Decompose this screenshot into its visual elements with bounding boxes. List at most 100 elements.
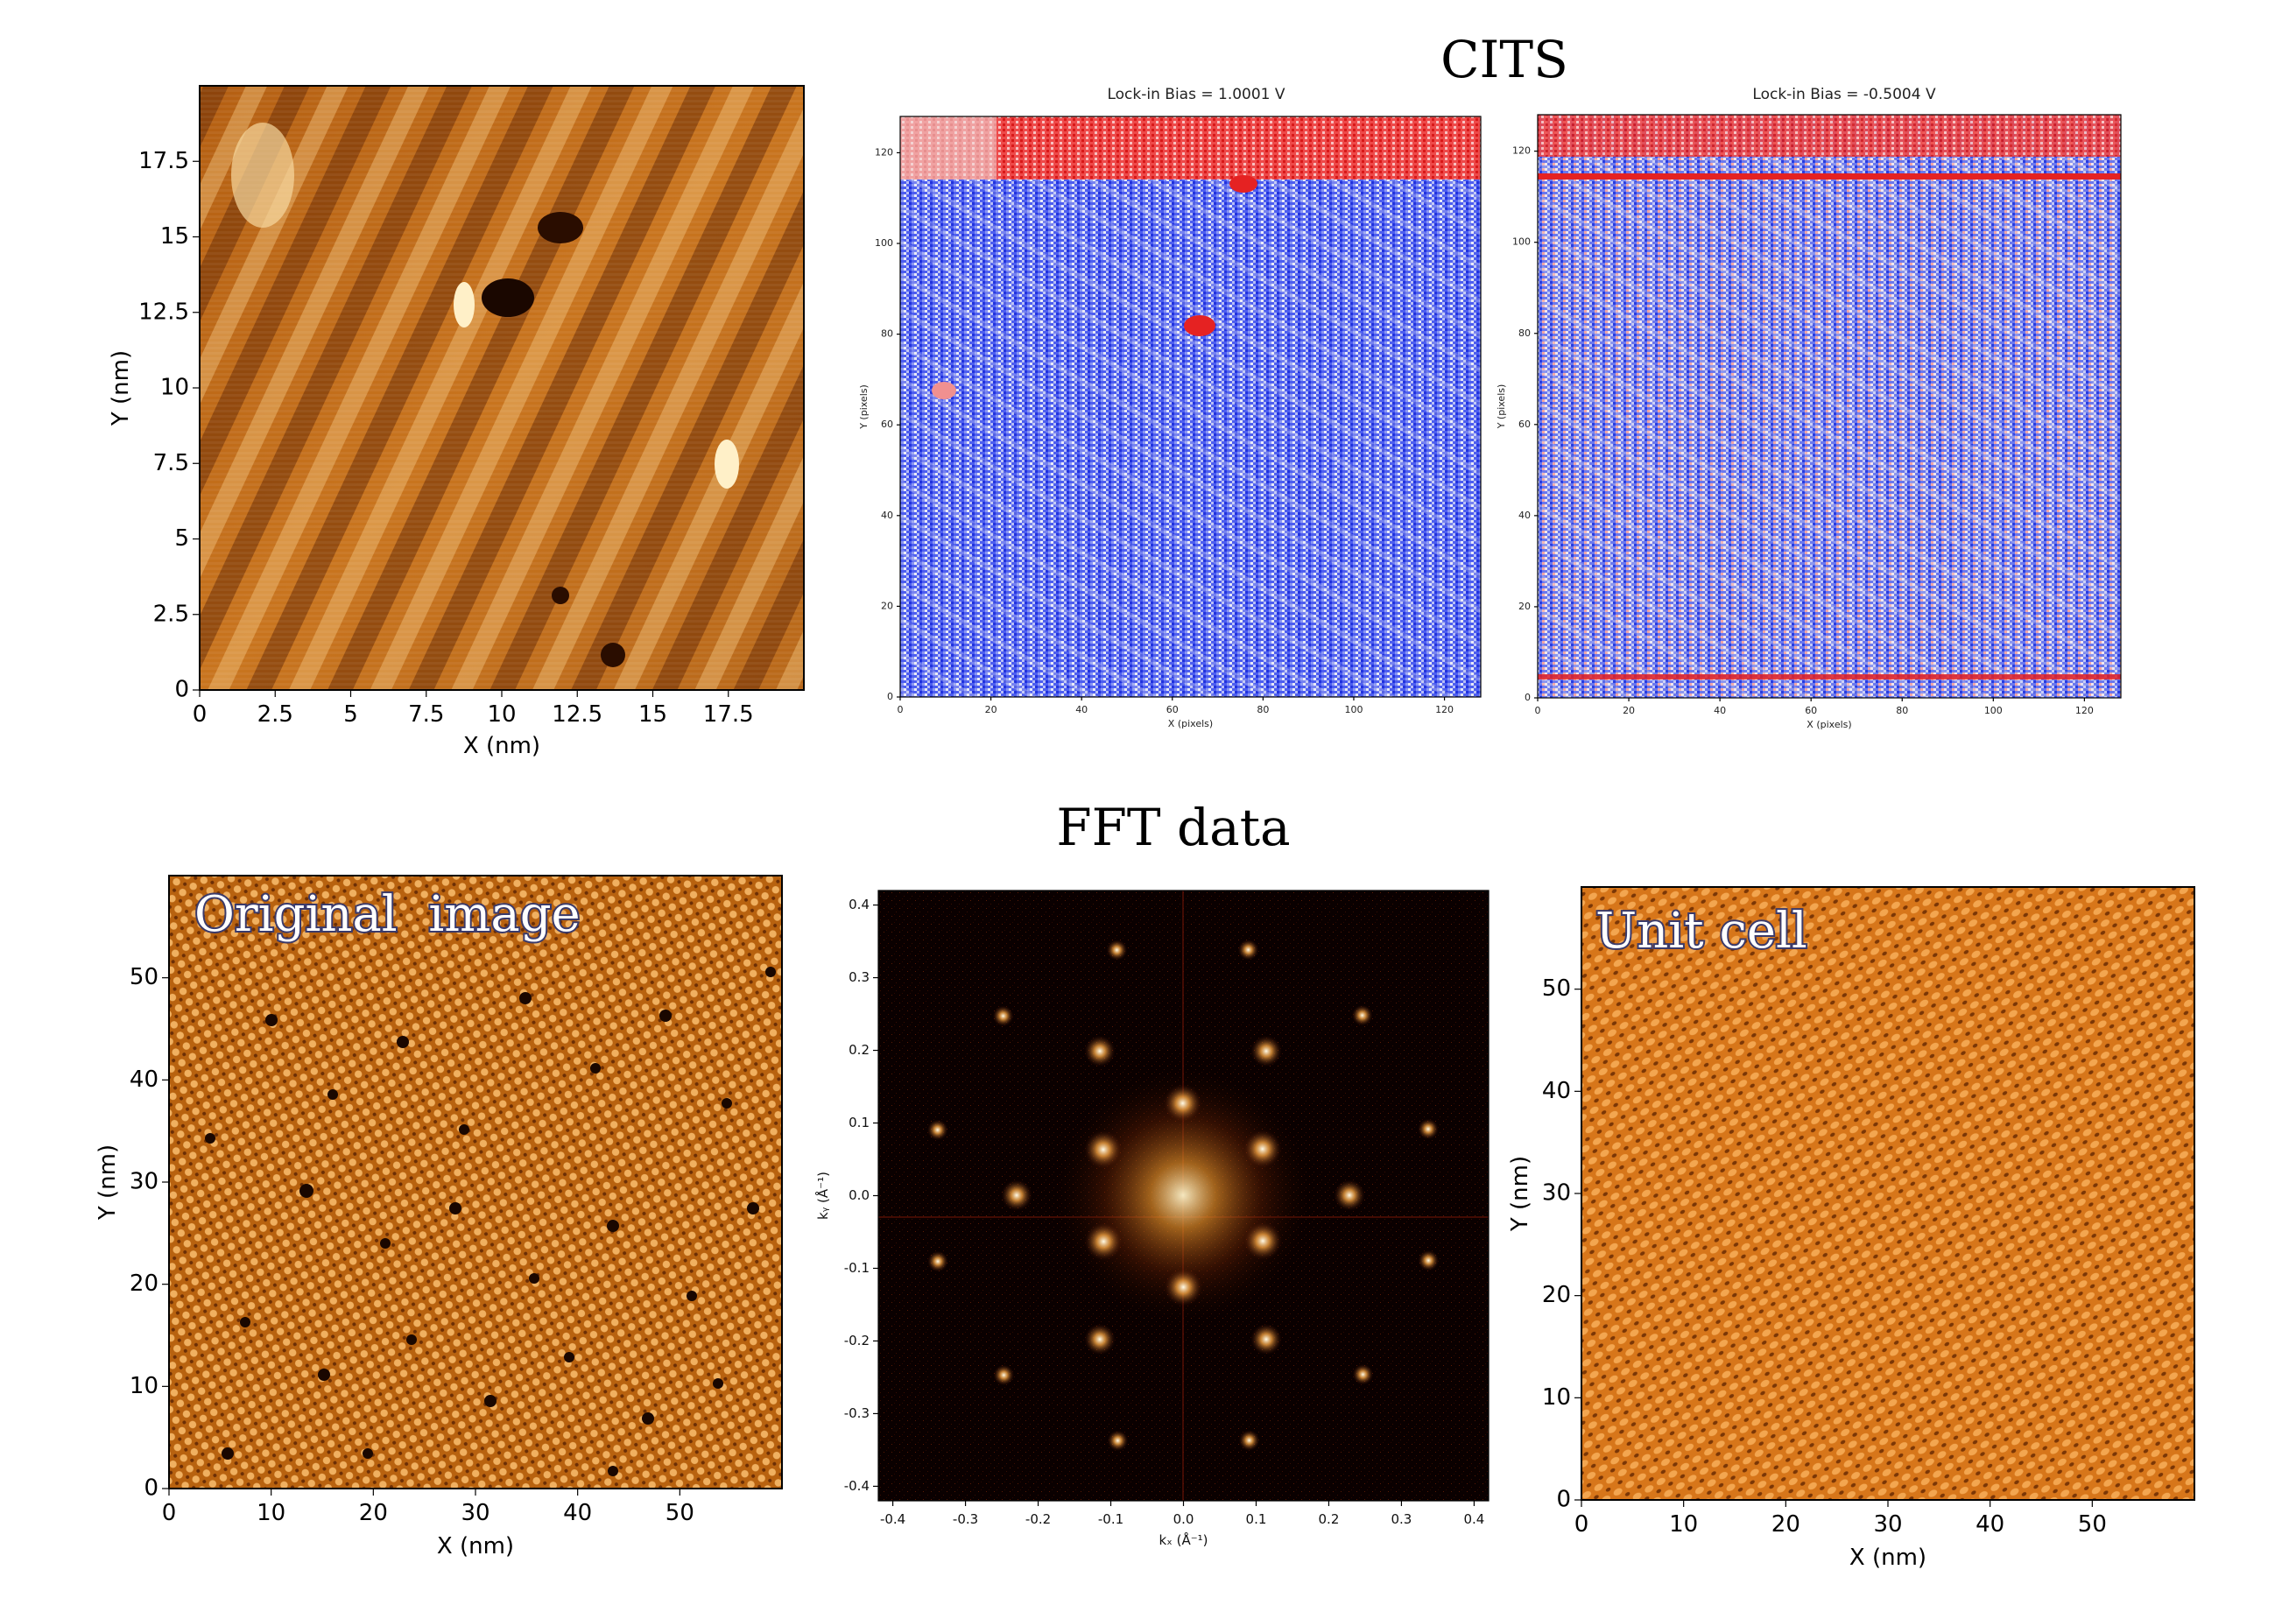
y-axis-label: Y (nm) <box>1507 1156 1533 1232</box>
y-tick-label: 15 <box>160 223 189 250</box>
fft-bragg-spot <box>1083 1130 1123 1169</box>
defect-dark <box>538 212 583 243</box>
y-tick-label: 12.5 <box>138 299 189 325</box>
original-image-label: Original image <box>194 886 581 943</box>
x-tick-label: 80 <box>1896 705 1908 716</box>
y-tick-label: 17.5 <box>138 148 189 174</box>
topography-defects <box>231 123 739 667</box>
cits-negative-diagonals <box>1538 115 2121 698</box>
x-tick-label: 2.5 <box>257 701 293 728</box>
y-tick-label: -0.3 <box>844 1405 870 1421</box>
x-tick-label: 0.1 <box>1246 1511 1267 1527</box>
x-tick-label: 60 <box>1166 704 1179 715</box>
x-axis-label: X (nm) <box>437 1533 514 1559</box>
y-tick-label: 40 <box>1518 510 1531 521</box>
fft-bragg-spot <box>993 1364 1015 1386</box>
y-tick-label: 5 <box>174 525 189 552</box>
x-tick-label: 10 <box>1669 1511 1698 1538</box>
cits-negative-red-line-bottom <box>1538 674 2121 679</box>
cits-section-title: CITS <box>1440 30 1568 89</box>
y-tick-label: 10 <box>160 375 189 401</box>
original-image-axes: 0 10 20 30 40 50 0 10 20 30 40 50 X (nm) Y (nm) <box>95 964 694 1559</box>
cits-positive-frame <box>899 116 1482 698</box>
y-tick-label: -0.1 <box>844 1260 870 1276</box>
cits-positive-red-band <box>900 116 1481 180</box>
x-tick-label: 17.5 <box>703 701 754 728</box>
y-tick-label: 20 <box>881 600 893 611</box>
cits-positive-panel: Lock-in Bias = 1.0001 V 0 20 40 60 80 100 1200… <box>858 86 1482 729</box>
fft-bragg-spot <box>1084 1221 1123 1261</box>
x-tick-label: 12.5 <box>552 701 602 728</box>
x-tick-label: 7.5 <box>408 701 444 728</box>
y-tick-label: 0 <box>1556 1487 1571 1513</box>
y-tick-label: 0 <box>144 1475 158 1502</box>
y-tick-label: 20 <box>1518 601 1531 612</box>
y-tick-label: 40 <box>1542 1078 1571 1104</box>
topography-scanlines <box>200 86 804 690</box>
x-tick-label: -0.1 <box>1098 1511 1123 1527</box>
y-tick-label: 7.5 <box>153 450 189 476</box>
unit-cell-lattice <box>1581 887 2194 1500</box>
x-tick-label: 30 <box>461 1500 489 1526</box>
topography-axes: 0 2.5 5 7.5 10 12.5 15 17.5 0 2.5 5 7.5 10 12.5 15 17.5… <box>108 148 754 759</box>
y-tick-label: 0 <box>887 691 893 702</box>
cits-positive-diagonals <box>900 116 1481 697</box>
x-tick-label: 40 <box>1075 704 1088 715</box>
y-axis-label: Y (nm) <box>108 350 134 426</box>
unit-cell-panel: Unit cell 0 10 20 30 40 50 0 10 20 30 40 50 X (nm) Y … <box>1507 886 2195 1571</box>
y-tick-label: 80 <box>1518 327 1531 339</box>
x-tick-label: -0.4 <box>880 1511 905 1527</box>
y-tick-label: 60 <box>881 419 893 430</box>
y-tick-label: 10 <box>130 1373 158 1399</box>
y-tick-label: 0 <box>1525 692 1531 703</box>
fft-bragg-spot <box>1107 1430 1129 1452</box>
x-tick-label: 20 <box>359 1500 388 1526</box>
x-tick-label: 0 <box>1574 1511 1589 1538</box>
x-tick-label: 0 <box>898 704 904 715</box>
fft-bragg-spot <box>992 1005 1014 1027</box>
y-tick-label: 0.2 <box>849 1042 870 1058</box>
y-tick-label: 10 <box>1542 1384 1571 1411</box>
cits-positive-red-spot <box>932 382 956 399</box>
fft-bragg-spot <box>1351 1004 1373 1026</box>
cits-negative-axes: 0 20 40 60 80 100 120 0 20 40 60 80 100 120 X (pixels)… <box>1496 145 2094 730</box>
x-tick-label: 40 <box>1714 705 1726 716</box>
x-axis-label: kₓ (Å⁻¹) <box>1159 1531 1208 1548</box>
fft-bragg-spot <box>1417 1118 1439 1140</box>
x-axis-label: X (nm) <box>463 733 540 759</box>
y-tick-label: 100 <box>875 237 893 249</box>
original-image-lattice <box>169 876 782 1489</box>
fft-central-glow <box>1052 1064 1314 1327</box>
cits-negative-red-band <box>1538 115 2121 157</box>
fft-bragg-spot <box>1243 1130 1282 1169</box>
y-tick-label: 0.4 <box>849 897 870 912</box>
y-tick-label: 60 <box>1518 419 1531 430</box>
defect-dark <box>482 278 534 317</box>
y-tick-label: -0.2 <box>844 1333 870 1348</box>
cits-positive-red-spot <box>1184 315 1215 336</box>
x-tick-label: 80 <box>1257 704 1269 715</box>
x-tick-label: 50 <box>666 1500 694 1526</box>
x-tick-label: 0 <box>193 701 208 728</box>
cits-negative-panel: Lock-in Bias = -0.5004 V 0 20 40 60 80 100 120… <box>1496 86 2122 730</box>
y-axis-label: Y (pixels) <box>1496 384 1507 430</box>
x-tick-label: 0 <box>1535 705 1541 716</box>
y-tick-label: 120 <box>1512 145 1531 157</box>
y-axis-label: Y (nm) <box>95 1144 121 1221</box>
fft-bragg-spot <box>1243 1221 1283 1261</box>
y-tick-label: 0.3 <box>849 969 870 985</box>
y-tick-label: 0.0 <box>849 1187 870 1203</box>
cits-positive-red-spot <box>1229 175 1257 193</box>
unit-cell-axes: 0 10 20 30 40 50 0 10 20 30 40 50 X (nm) Y (nm) <box>1507 975 2107 1571</box>
defect-bright <box>715 440 739 489</box>
y-tick-label: 20 <box>130 1271 158 1297</box>
x-tick-label: -0.2 <box>1025 1511 1051 1527</box>
x-tick-label: 0 <box>162 1500 177 1526</box>
cits-positive-red-band-left <box>900 116 997 180</box>
y-tick-label: 50 <box>1542 975 1571 1002</box>
y-axis-label: Y (pixels) <box>858 384 870 430</box>
y-tick-label: -0.4 <box>844 1478 870 1494</box>
x-tick-label: 0.3 <box>1391 1511 1412 1527</box>
defect-bright <box>231 123 294 228</box>
